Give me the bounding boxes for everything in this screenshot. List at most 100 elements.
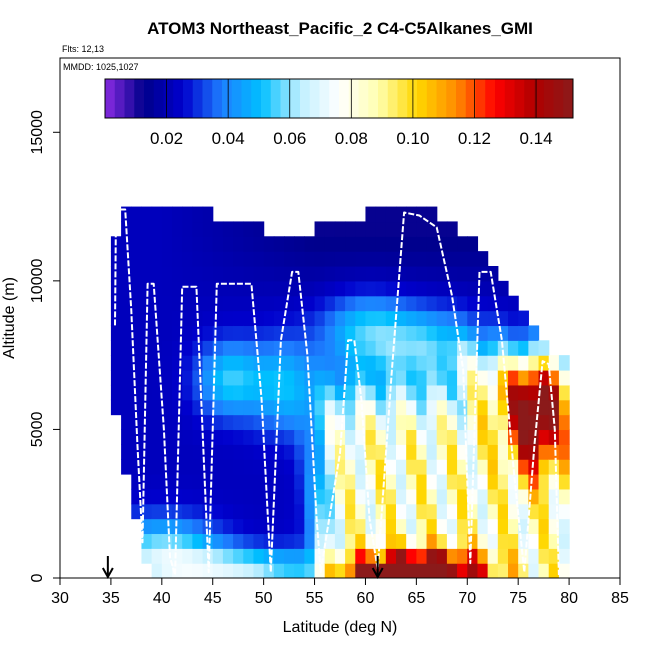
heatmap-cell: [385, 384, 397, 401]
heatmap-cell: [304, 236, 316, 252]
heatmap-cell: [518, 310, 529, 327]
plot-frame: [59, 57, 621, 579]
heatmap-cell: [508, 340, 519, 356]
heatmap-cell: [161, 429, 173, 445]
heatmap-cell: [314, 518, 326, 535]
heatmap-cell: [446, 221, 458, 237]
heatmap-cell: [345, 399, 356, 416]
dates-note: MMDD: 1025,1027: [63, 62, 139, 72]
heatmap-cell: [121, 444, 132, 460]
heatmap-cell: [222, 444, 234, 460]
colorbar-swatch: [114, 79, 125, 118]
heatmap-cell: [233, 548, 244, 564]
heatmap-cell: [253, 399, 265, 416]
colorbar-swatch: [329, 79, 340, 118]
heatmap-cell: [151, 266, 163, 282]
heatmap-cell: [161, 355, 173, 371]
heatmap-cell: [446, 251, 458, 267]
heatmap-cell: [426, 533, 438, 549]
heatmap-cell: [416, 221, 428, 237]
heatmap-cell: [365, 340, 377, 356]
heatmap-cell: [416, 474, 428, 490]
heatmap-cell: [508, 414, 519, 431]
heatmap-cell: [436, 429, 448, 445]
heatmap-cell: [518, 503, 529, 520]
heatmap-cell: [426, 295, 438, 312]
heatmap-cell: [324, 399, 336, 416]
heatmap-cell: [192, 384, 204, 401]
heatmap-cell: [436, 533, 448, 549]
heatmap-cell: [294, 399, 305, 416]
heatmap-cell: [518, 370, 529, 386]
heatmap-cell: [222, 266, 234, 282]
heatmap-cell: [345, 370, 356, 386]
heatmap-cell: [273, 295, 285, 312]
heatmap-cell: [385, 251, 397, 267]
heatmap-cell: [457, 429, 468, 445]
heatmap-cell: [406, 414, 417, 431]
heatmap-cell: [334, 563, 346, 578]
heatmap-cell: [304, 459, 316, 475]
heatmap-cell: [406, 384, 417, 401]
heatmap-cell: [528, 518, 540, 535]
heatmap-cell: [345, 563, 356, 578]
heatmap-cell: [121, 384, 132, 401]
heatmap-cell: [446, 503, 458, 520]
colorbar-swatch: [368, 79, 379, 118]
heatmap-cell: [243, 399, 255, 416]
heatmap-cell: [314, 236, 326, 252]
x-axis-label: Latitude (deg N): [283, 619, 398, 636]
heatmap-cell: [508, 444, 519, 460]
heatmap-cell: [436, 459, 448, 475]
heatmap-cell: [161, 251, 173, 267]
heatmap-cell: [202, 429, 214, 445]
heatmap-cell: [161, 444, 173, 460]
heatmap-cell: [314, 533, 326, 549]
heatmap-cell: [446, 384, 458, 401]
heatmap-cell: [284, 503, 295, 520]
heatmap-cell: [324, 548, 336, 564]
heatmap-cell: [396, 518, 407, 535]
heatmap-cell: [426, 488, 438, 505]
heatmap-cell: [314, 474, 326, 490]
heatmap-cell: [345, 533, 356, 549]
heatmap-cell: [243, 251, 255, 267]
heatmap-cell: [294, 266, 305, 282]
heatmap-cell: [324, 370, 336, 386]
heatmap-cell: [538, 429, 550, 445]
heatmap-cell: [334, 370, 346, 386]
heatmap-cell: [294, 474, 305, 490]
heatmap-cell: [182, 325, 193, 341]
heatmap-cell: [263, 548, 275, 564]
heatmap-cell: [334, 459, 346, 475]
heatmap-cell: [436, 444, 448, 460]
colorbar-swatch: [475, 79, 486, 118]
heatmap-cell: [273, 548, 285, 564]
heatmap-cell: [558, 429, 570, 445]
y-tick-label: 15000: [29, 110, 46, 155]
heatmap-cell: [284, 444, 295, 460]
heatmap-cell: [202, 221, 214, 237]
heatmap-cell: [385, 548, 397, 564]
heatmap-cell: [548, 384, 560, 401]
heatmap-cell: [182, 474, 193, 490]
heatmap-cell: [161, 384, 173, 401]
heatmap-cell: [467, 563, 479, 578]
heatmap-cell: [121, 266, 132, 282]
heatmap-cell: [253, 340, 265, 356]
heatmap-cell: [508, 429, 519, 445]
heatmap-cell: [222, 355, 234, 371]
heatmap-cell: [385, 459, 397, 475]
heatmap-cell: [294, 429, 305, 445]
colorbar-swatch: [280, 79, 291, 118]
heatmap-cell: [355, 280, 367, 297]
heatmap-cell: [131, 444, 143, 460]
heatmap-cell: [406, 370, 417, 386]
heatmap-cell: [233, 429, 244, 445]
heatmap-cell: [243, 563, 255, 578]
heatmap-cell: [131, 236, 143, 252]
heatmap-cell: [345, 548, 356, 564]
heatmap-cell: [294, 355, 305, 371]
colorbar-swatch: [446, 79, 457, 118]
